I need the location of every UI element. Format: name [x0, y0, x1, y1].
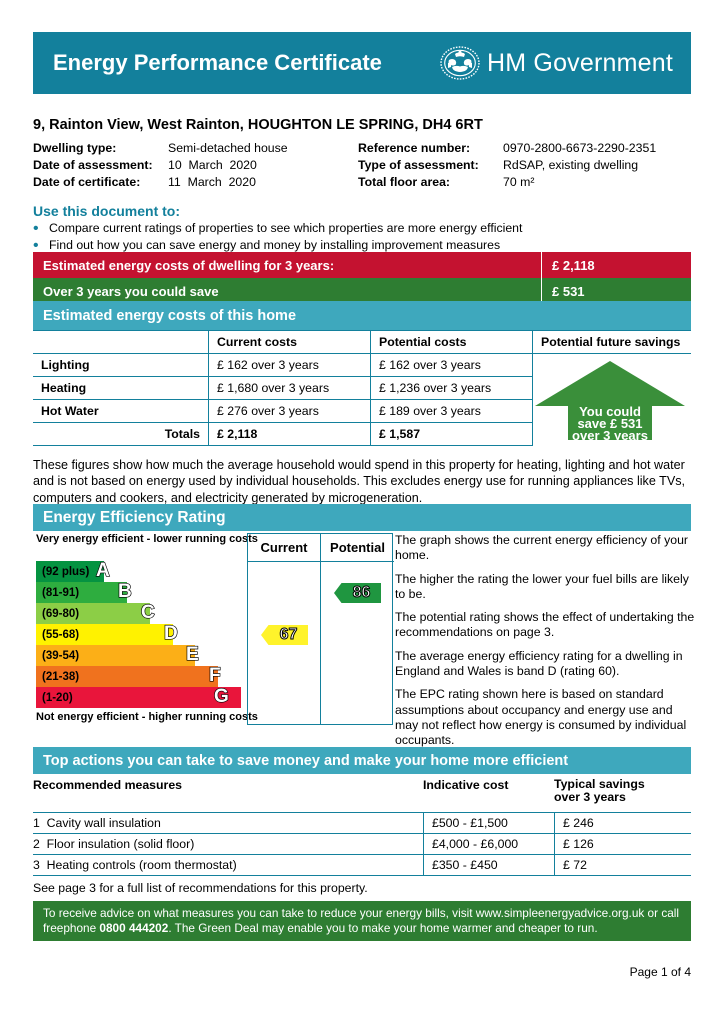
svg-text:over 3 years: over 3 years	[572, 428, 648, 443]
